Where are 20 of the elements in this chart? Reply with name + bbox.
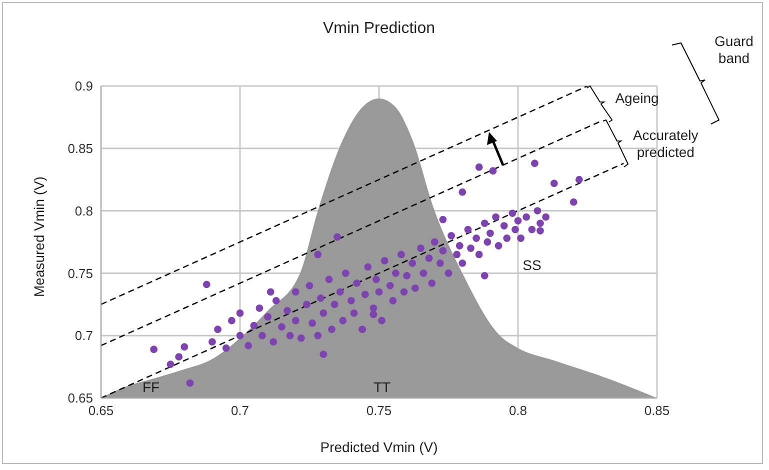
y-tick-label: 0.85	[68, 141, 93, 156]
x-tick-label: 0.75	[366, 403, 392, 418]
y-tick-label: 0.8	[74, 203, 93, 218]
y-tick-label: 0.65	[68, 390, 93, 406]
annotation: Accurately predicted	[632, 127, 700, 162]
annotation: TT	[372, 379, 392, 396]
y-tick-label: 0.9	[74, 78, 93, 94]
annotation: Ageing	[614, 90, 660, 107]
x-tick-label: 0.65	[88, 403, 114, 418]
x-axis-title: Predicted Vmin (V)	[320, 439, 438, 455]
x-tick-label: 0.85	[644, 403, 670, 418]
x-tick-label: 0.8	[508, 403, 528, 418]
y-tick-label: 0.7	[74, 328, 93, 344]
annotation: SS	[522, 257, 542, 274]
text: Guard band	[714, 33, 754, 67]
y-axis-title: Measured Vmin (V)	[30, 176, 47, 297]
x-tick-label: 0.7	[230, 403, 250, 418]
chart-title: Vmin Prediction	[322, 20, 436, 38]
y-tick-label: 0.75	[68, 266, 93, 281]
annotation: FF	[141, 379, 161, 396]
